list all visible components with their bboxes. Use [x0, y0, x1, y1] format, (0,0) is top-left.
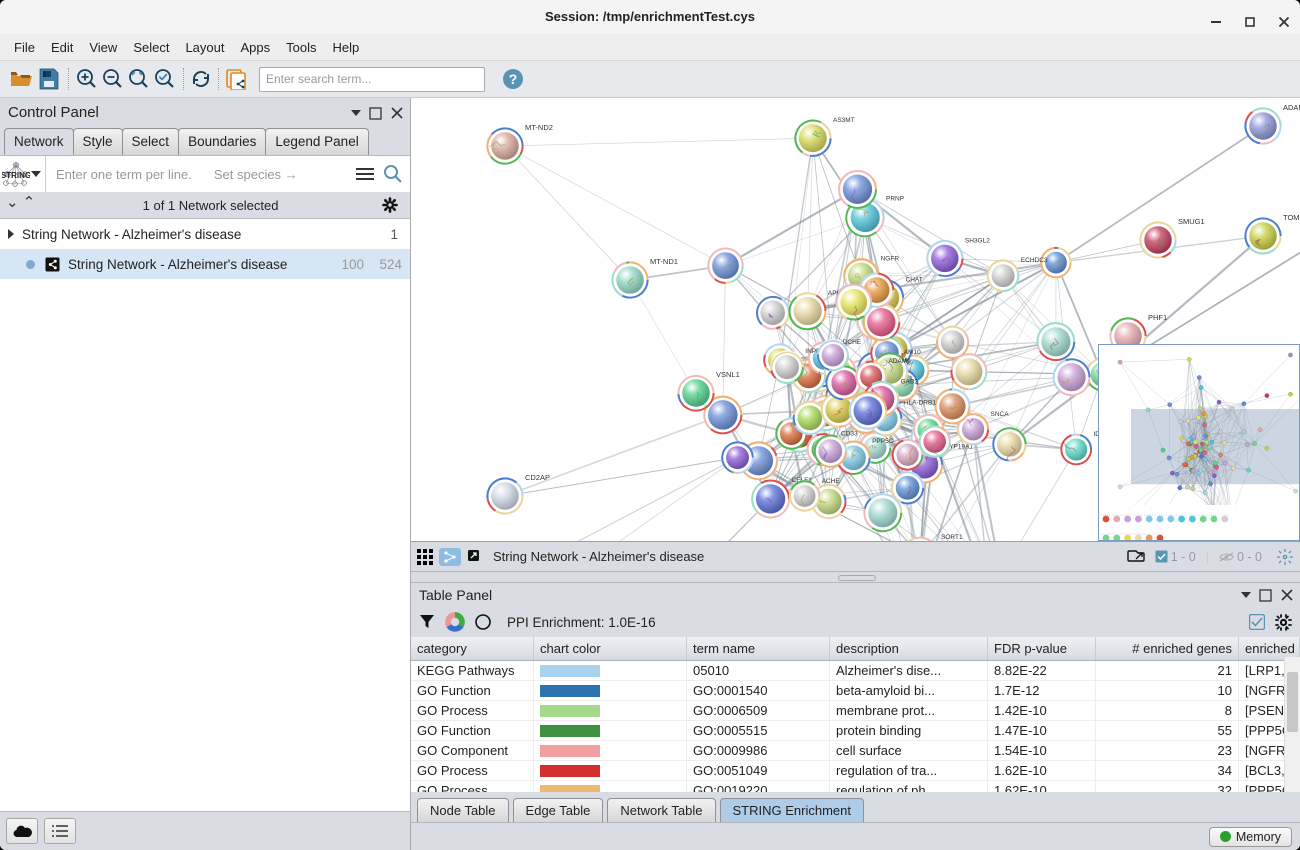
svg-text:SNCA: SNCA [991, 411, 1010, 418]
svg-text:MT-ND1: MT-ND1 [650, 257, 678, 266]
svg-text:AS3MT: AS3MT [833, 117, 855, 124]
svg-text:?: ? [509, 71, 518, 87]
svg-text:PHF1: PHF1 [1148, 313, 1167, 322]
svg-text:DCHE: DCHE [843, 339, 862, 346]
svg-text:PPP5C: PPP5C [872, 438, 894, 445]
svg-text:SORT1: SORT1 [941, 534, 963, 541]
svg-text:ECHDC3: ECHDC3 [1021, 257, 1048, 264]
svg-text:TOMM40: TOMM40 [1283, 213, 1300, 222]
svg-text:CD2AP: CD2AP [525, 473, 550, 482]
svg-text:CD33: CD33 [841, 431, 858, 438]
svg-text:CHAT: CHAT [906, 277, 923, 284]
svg-text:PRNP: PRNP [886, 196, 904, 203]
svg-text:HLA-DRB1: HLA-DRB1 [904, 399, 937, 406]
svg-text:ACHE: ACHE [822, 478, 841, 485]
svg-text:MT-ND2: MT-ND2 [525, 123, 553, 132]
svg-text:SMUG1: SMUG1 [1178, 217, 1205, 226]
svg-text:VSNL1: VSNL1 [716, 370, 740, 379]
svg-text:STRING: STRING [2, 171, 30, 180]
svg-text:SH3GL2: SH3GL2 [965, 237, 990, 244]
svg-text:NGFR: NGFR [881, 255, 900, 262]
svg-text:GAB2: GAB2 [901, 379, 919, 386]
svg-text:ADAM9: ADAM9 [888, 358, 911, 365]
svg-text:ADAMTS2: ADAMTS2 [1283, 103, 1300, 112]
